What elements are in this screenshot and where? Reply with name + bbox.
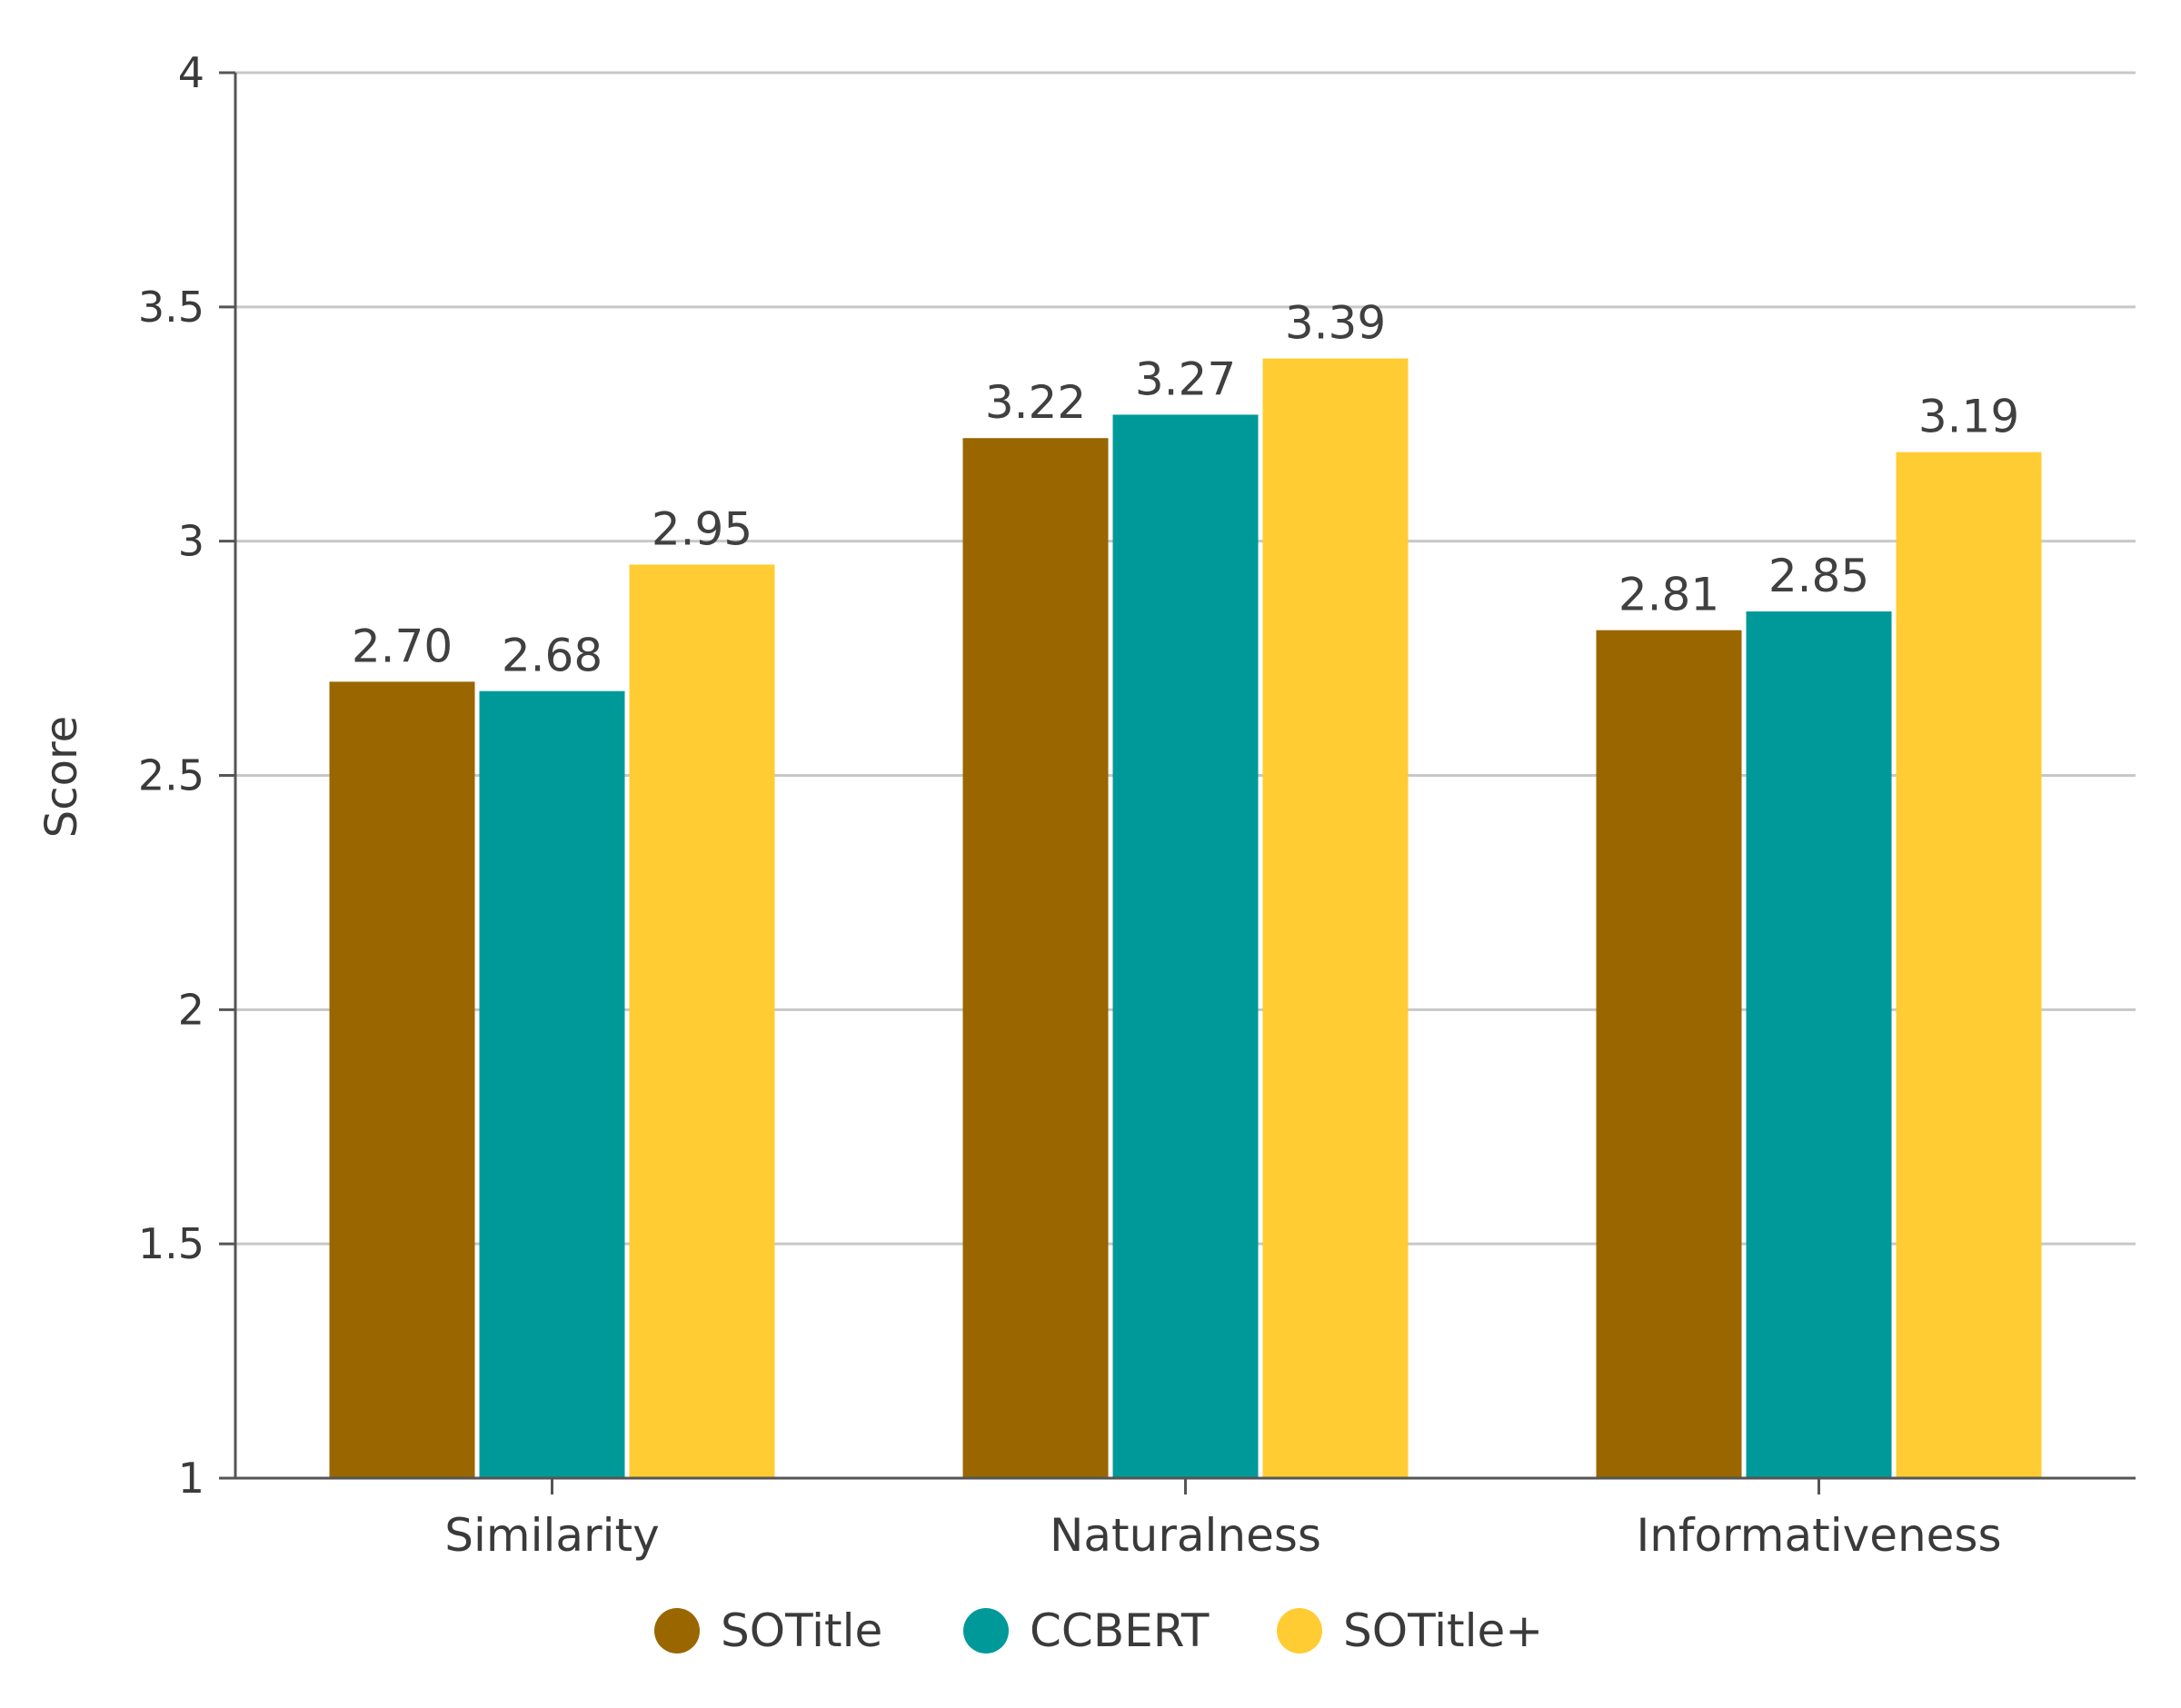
- legend-marker: [654, 1608, 700, 1653]
- data-label: 2.81: [1618, 569, 1719, 621]
- legend-marker: [963, 1608, 1009, 1653]
- legend-label: SOTitle: [721, 1604, 882, 1657]
- bar-sotitle--naturalness: [1262, 358, 1409, 1479]
- data-label: 2.95: [652, 502, 752, 555]
- bars: [329, 358, 2042, 1479]
- legend-label: SOTitle+: [1343, 1604, 1543, 1657]
- y-tick-label: 2: [178, 985, 204, 1034]
- y-tick-label: 2.5: [138, 751, 204, 800]
- x-tick-label: Informativeness: [1636, 1509, 2001, 1562]
- y-tick-label: 1.5: [138, 1219, 204, 1268]
- bar-ccbert-informativeness: [1746, 611, 1892, 1478]
- x-tick-label: Naturalness: [1050, 1509, 1321, 1562]
- bar-sotitle-similarity: [329, 681, 475, 1478]
- bar-sotitle--informativeness: [1896, 452, 2042, 1479]
- y-tick-label: 3: [178, 517, 204, 566]
- data-label: 3.39: [1285, 297, 1386, 350]
- bar-sotitle--similarity: [629, 564, 775, 1478]
- data-label: 3.19: [1918, 391, 2019, 443]
- y-axis-title: Score: [36, 716, 87, 838]
- axes: [219, 71, 2136, 1494]
- data-label: 2.70: [352, 620, 453, 672]
- bar-ccbert-similarity: [479, 690, 625, 1478]
- bar-sotitle-naturalness: [962, 438, 1109, 1479]
- data-label: 2.85: [1768, 550, 1869, 602]
- data-label: 3.27: [1135, 353, 1236, 405]
- x-tick-label: Similarity: [444, 1509, 659, 1562]
- y-tick-label: 1: [178, 1454, 204, 1503]
- bar-ccbert-naturalness: [1112, 414, 1259, 1479]
- data-label: 2.68: [502, 630, 603, 682]
- data-label: 3.22: [985, 376, 1086, 429]
- labels: 1 1.5 2 2.5 3 3.5 4 Similarity 2.70 2.68 2.95 Natur…: [138, 48, 2019, 1562]
- legend: SOTitle CCBERT SOTitle+: [654, 1604, 1543, 1657]
- legend-label: CCBERT: [1030, 1604, 1210, 1657]
- y-tick-label: 3.5: [138, 283, 204, 332]
- y-tick-label: 4: [178, 48, 204, 97]
- bar-sotitle-informativeness: [1596, 630, 1742, 1478]
- legend-marker: [1277, 1608, 1322, 1653]
